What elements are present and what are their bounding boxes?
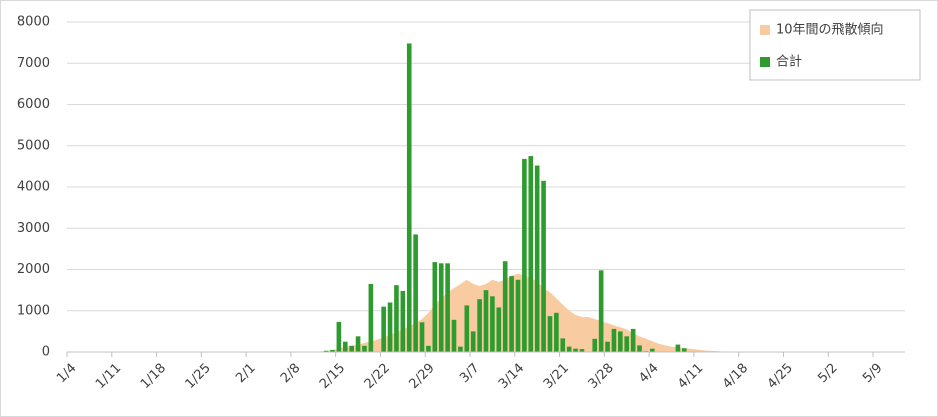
bar [400,290,406,352]
bar [592,338,598,352]
bar [541,180,546,352]
bar [624,336,630,352]
bar [406,43,412,352]
bar [342,341,348,352]
legend-label: 合計 [776,54,802,70]
bar [387,302,393,352]
bar [630,328,636,352]
legend-label: 10年間の飛散傾向 [776,22,884,38]
bar [534,165,540,352]
y-tick-label: 0 [42,345,50,360]
bar [483,290,489,352]
legend-swatch [760,57,770,67]
bar [515,279,521,352]
y-tick-label: 7000 [17,56,50,71]
bar [464,305,470,352]
bar [528,156,534,352]
bar [650,348,655,352]
bar [522,158,527,352]
y-tick-label: 5000 [17,138,50,153]
bar [560,338,566,352]
bar [438,263,444,352]
bar [618,331,623,352]
y-tick-label: 8000 [17,15,50,30]
bar [573,348,578,352]
bar [355,336,361,352]
y-tick-label: 3000 [17,221,50,236]
bar [419,322,425,352]
bar [368,283,374,352]
bar [598,270,604,352]
bar [509,276,514,352]
bar [547,316,553,352]
bar [336,321,342,352]
bar [502,261,508,352]
bar [490,296,495,352]
bar [445,263,450,352]
bar [432,262,438,352]
bar [605,341,610,352]
bar [413,234,418,352]
y-tick-label: 6000 [17,97,50,112]
bar [566,346,572,352]
bar [675,344,681,352]
bar [394,285,399,352]
legend-box [749,9,921,81]
bar [349,345,354,352]
bar [554,312,559,352]
bar [470,331,476,352]
bar [496,307,502,352]
bar [362,345,367,352]
bar [426,345,431,352]
bar [330,349,335,352]
legend-swatch [760,25,770,35]
bar [381,306,386,352]
y-tick-label: 4000 [17,180,50,195]
bar [579,349,585,352]
bar [477,299,482,352]
bar [682,348,687,352]
bar [323,350,329,352]
y-tick-label: 1000 [17,303,50,318]
y-tick-label: 2000 [17,262,50,277]
bar [637,345,642,352]
bar [458,346,463,352]
plot [70,43,902,352]
bar [451,319,457,352]
bar [611,328,617,352]
